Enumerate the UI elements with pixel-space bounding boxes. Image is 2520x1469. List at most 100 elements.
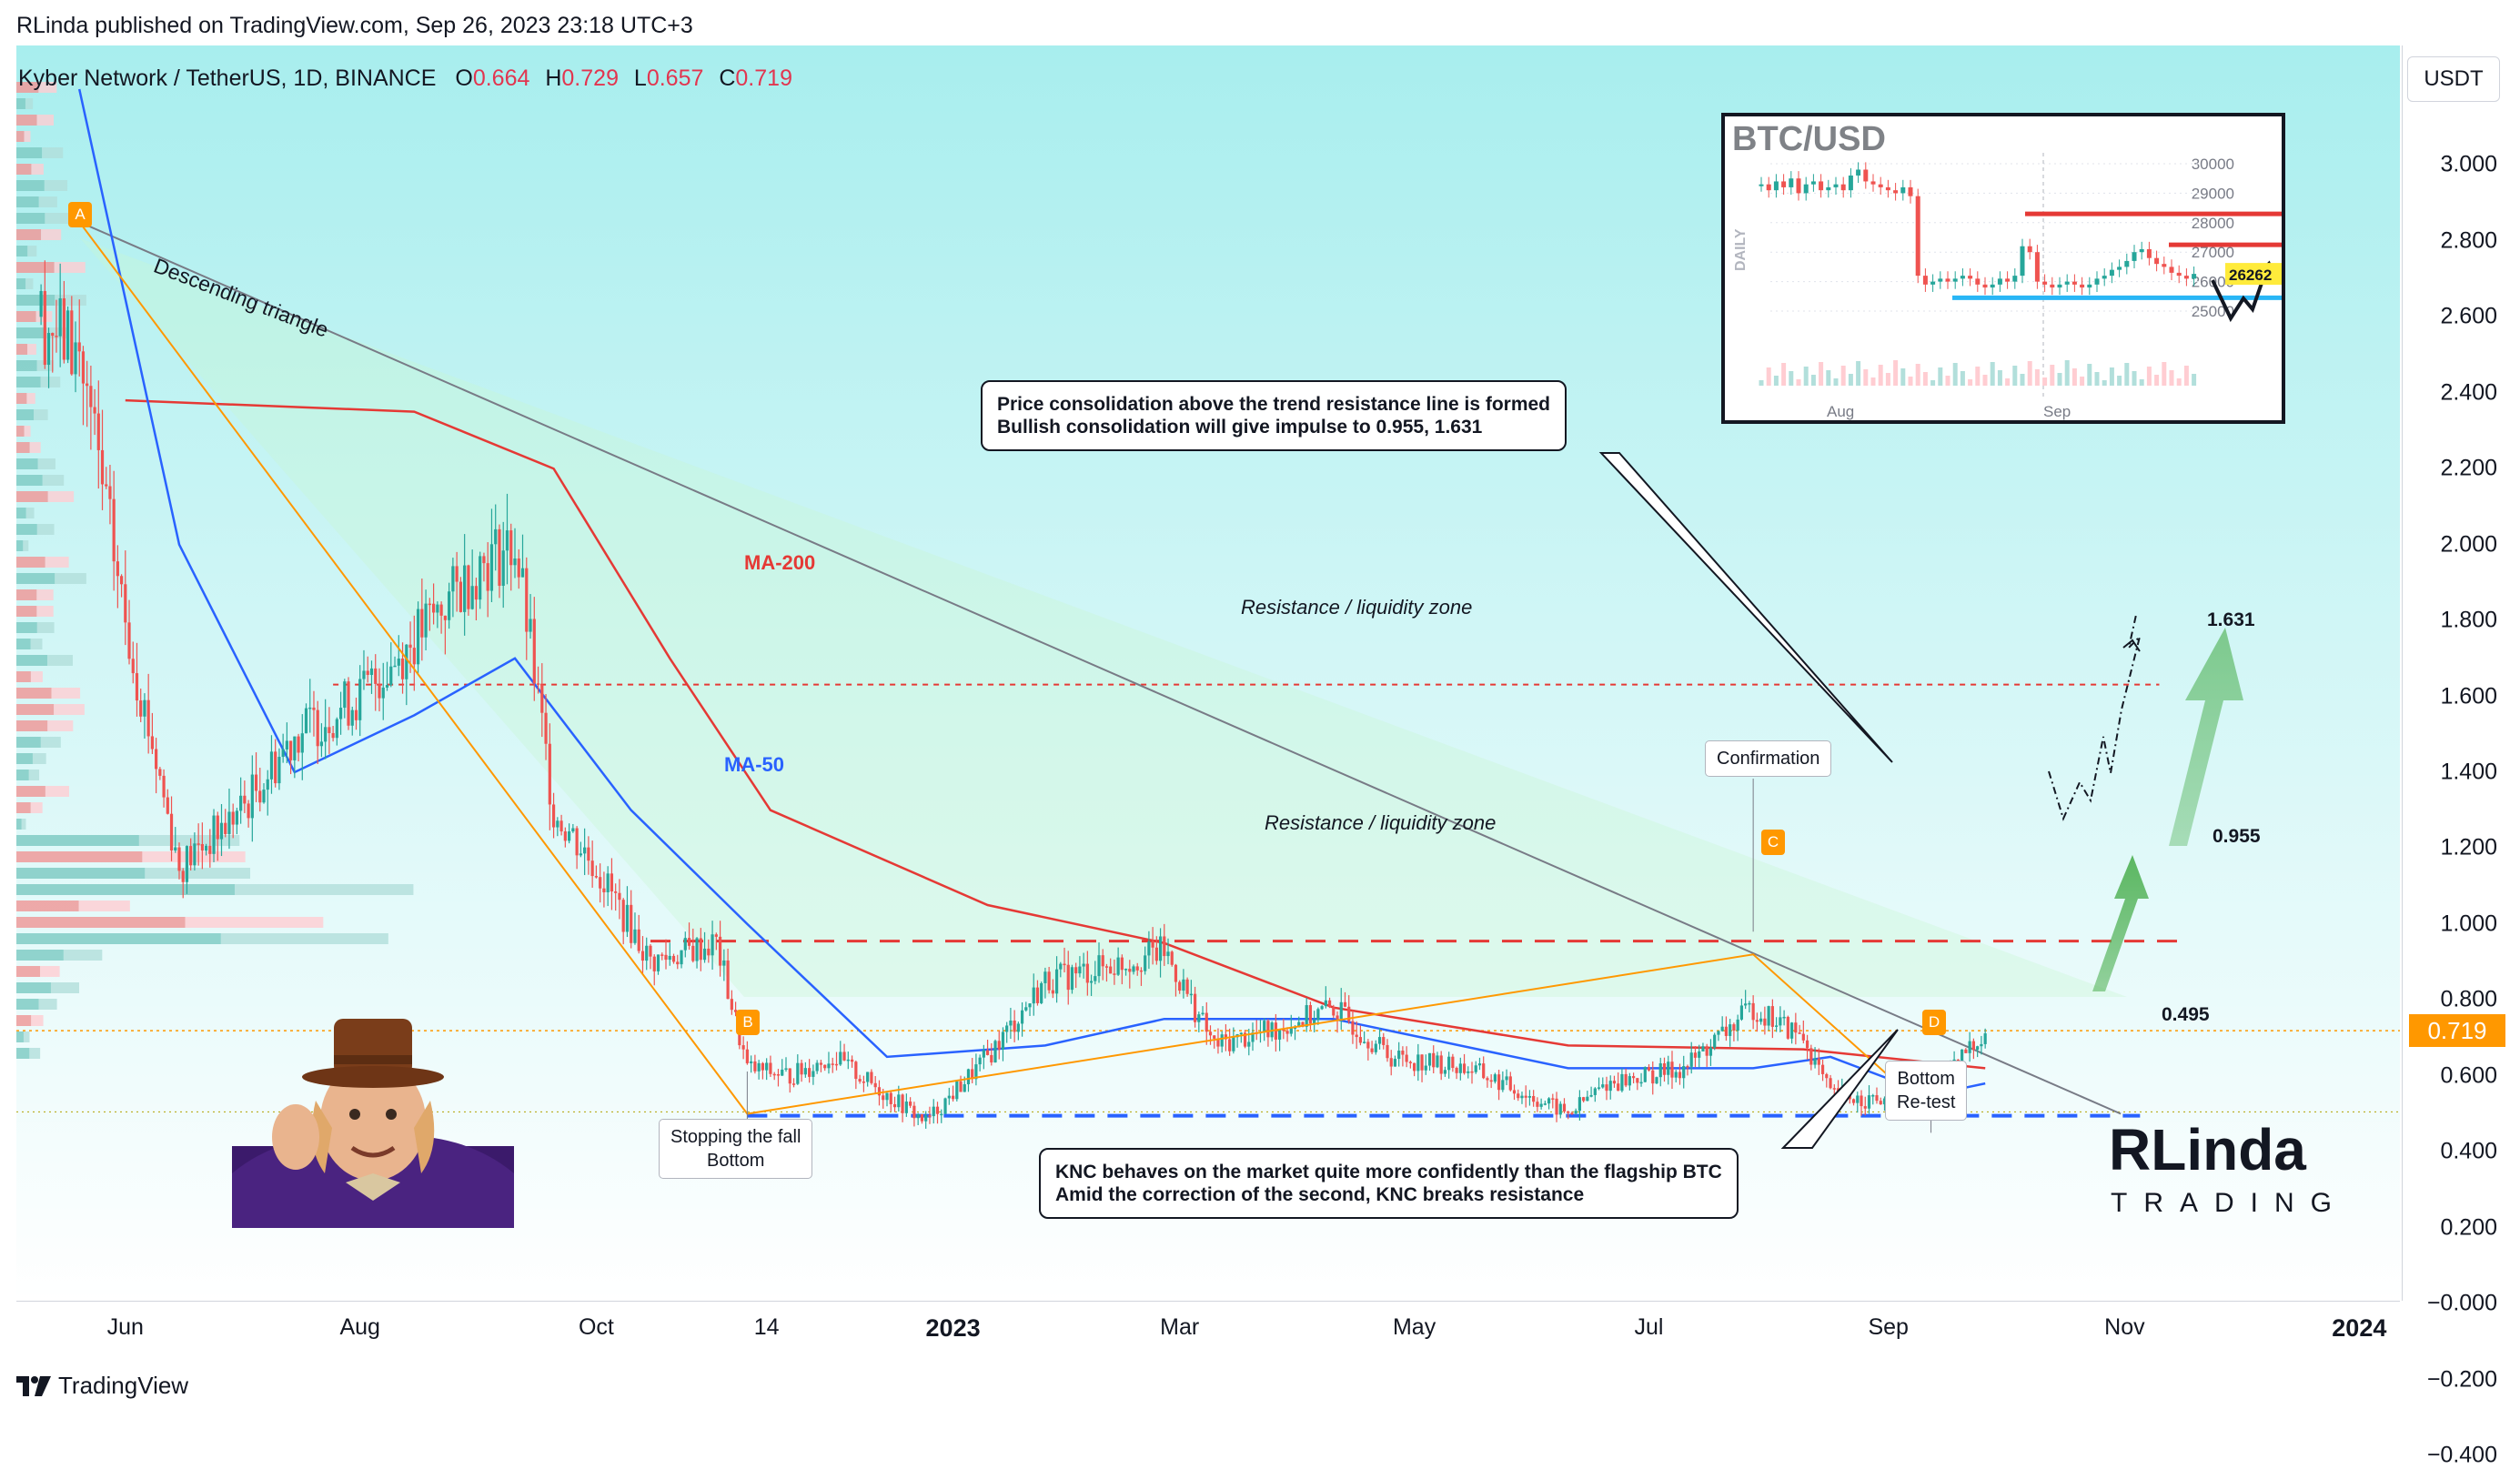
inset-candle-body: [2012, 276, 2018, 282]
candle-body: [761, 1062, 765, 1071]
inset-candle-body: [2102, 276, 2107, 279]
candle-body: [932, 1106, 935, 1117]
inset-volume-bar: [1789, 371, 1794, 386]
candle-body: [1063, 963, 1066, 966]
candle-body: [1066, 964, 1070, 991]
candle-body: [378, 683, 381, 699]
mascot-illustration: [232, 1019, 514, 1228]
candle-body: [1047, 971, 1051, 991]
candle-body: [536, 683, 540, 685]
candle-body: [1786, 1016, 1789, 1039]
note-consolidation-line1: Price consolidation above the trend resi…: [997, 394, 1551, 415]
ma200-label: MA-200: [744, 551, 816, 574]
candle-body: [420, 609, 424, 638]
symbol-legend[interactable]: Kyber Network / TetherUS, 1D, BINANCE O0…: [18, 65, 801, 92]
candle-body: [1820, 1064, 1825, 1074]
candle-body: [1313, 1020, 1316, 1024]
candle-body: [1285, 1031, 1289, 1034]
volume-profile-bar: [50, 982, 80, 993]
candle-body: [640, 951, 645, 961]
inset-candle-body: [2080, 284, 2085, 288]
candle-body: [714, 934, 718, 937]
candle-body: [424, 603, 428, 638]
candle-body: [1308, 1005, 1313, 1024]
inset-candle-body: [2057, 284, 2062, 288]
candle-body: [897, 1094, 901, 1108]
candle-body: [699, 938, 702, 961]
candle-body: [1224, 1034, 1228, 1040]
volume-profile-bar: [16, 819, 22, 830]
candle-body: [166, 797, 169, 814]
inset-volume-bar: [2192, 374, 2197, 386]
candle-body: [525, 568, 529, 632]
candle-body: [81, 351, 86, 384]
candle-body: [1601, 1084, 1605, 1088]
inset-volume-bar: [1803, 367, 1809, 386]
volume-profile-bar: [25, 98, 34, 109]
note-knc-line2: Amid the correction of the second, KNC b…: [1055, 1184, 1585, 1205]
candle-body: [308, 707, 312, 709]
candle-body: [695, 938, 699, 961]
inset-candle-body: [2192, 274, 2197, 279]
candle-body: [823, 1064, 827, 1069]
candle-body: [1355, 1034, 1358, 1038]
candle-body: [781, 1069, 784, 1076]
volume-profile-bar: [31, 164, 44, 175]
candle-body: [1497, 1074, 1501, 1091]
candle-body: [1558, 1103, 1562, 1115]
candle-body: [374, 668, 378, 684]
inset-volume-bar: [1863, 369, 1869, 386]
candle-body: [400, 659, 405, 679]
candle-body: [750, 1061, 753, 1063]
inset-volume-bar: [2034, 369, 2040, 386]
candle-body: [1201, 1012, 1205, 1015]
volume-profile-bar: [23, 1031, 30, 1042]
inset-candle-body: [1997, 278, 2002, 285]
inset-price-tick: 29000: [2192, 185, 2234, 202]
candle-body: [587, 847, 590, 861]
ohlc-open: 0.664: [472, 65, 530, 91]
candle-body: [1163, 936, 1166, 957]
confirmation-tag: Confirmation: [1705, 740, 1832, 777]
price-axis[interactable]: 3.2003.0002.8002.6002.4002.2002.0001.800…: [2402, 45, 2520, 1468]
candle-body: [1817, 1058, 1820, 1065]
inset-volume-bar: [1893, 360, 1899, 386]
candle-body: [479, 556, 482, 600]
inset-candle-body: [1982, 284, 1988, 288]
candle-body: [1597, 1087, 1601, 1089]
candle-body: [517, 558, 520, 578]
candle-body: [726, 960, 730, 1000]
ohlc-close: 0.719: [735, 65, 792, 91]
inset-price-tag: 26262: [2229, 267, 2272, 284]
candle-body: [892, 1103, 897, 1108]
inset-candle-body: [1900, 186, 1906, 194]
time-tick: Sep: [1868, 1314, 1909, 1340]
volume-profile-bar: [16, 606, 37, 617]
candle-body: [139, 700, 143, 717]
candle-body: [1324, 1000, 1327, 1007]
candle-body: [1636, 1078, 1639, 1083]
candle-body: [1147, 941, 1151, 956]
candle-body: [1443, 1070, 1447, 1074]
inset-volume-bar: [2109, 367, 2114, 386]
tradingview-brand[interactable]: TradingView: [16, 1372, 188, 1400]
candle-body: [1555, 1098, 1558, 1115]
bottom-retest-tag: Bottom Re-test: [1885, 1061, 1968, 1121]
time-axis[interactable]: Jun Aug Oct 14 2023 Mar May Jul Sep Nov 2024: [16, 1301, 2400, 1358]
candle-body: [155, 749, 158, 770]
candle-body: [571, 828, 575, 832]
candle-body: [971, 1069, 974, 1080]
candle-body: [753, 1061, 757, 1072]
candle-body: [1617, 1083, 1620, 1092]
candle-body: [940, 1113, 943, 1116]
candle-body: [362, 670, 366, 679]
volume-profile-bar: [26, 393, 35, 404]
currency-button[interactable]: USDT: [2407, 56, 2500, 102]
candle-body: [1120, 957, 1124, 971]
candle-body: [459, 581, 463, 612]
candle-body: [1016, 1023, 1020, 1032]
candle-body: [730, 999, 733, 1011]
candle-body: [610, 873, 614, 892]
price-tick: 1.600: [2440, 683, 2497, 709]
candle-body: [158, 769, 162, 776]
